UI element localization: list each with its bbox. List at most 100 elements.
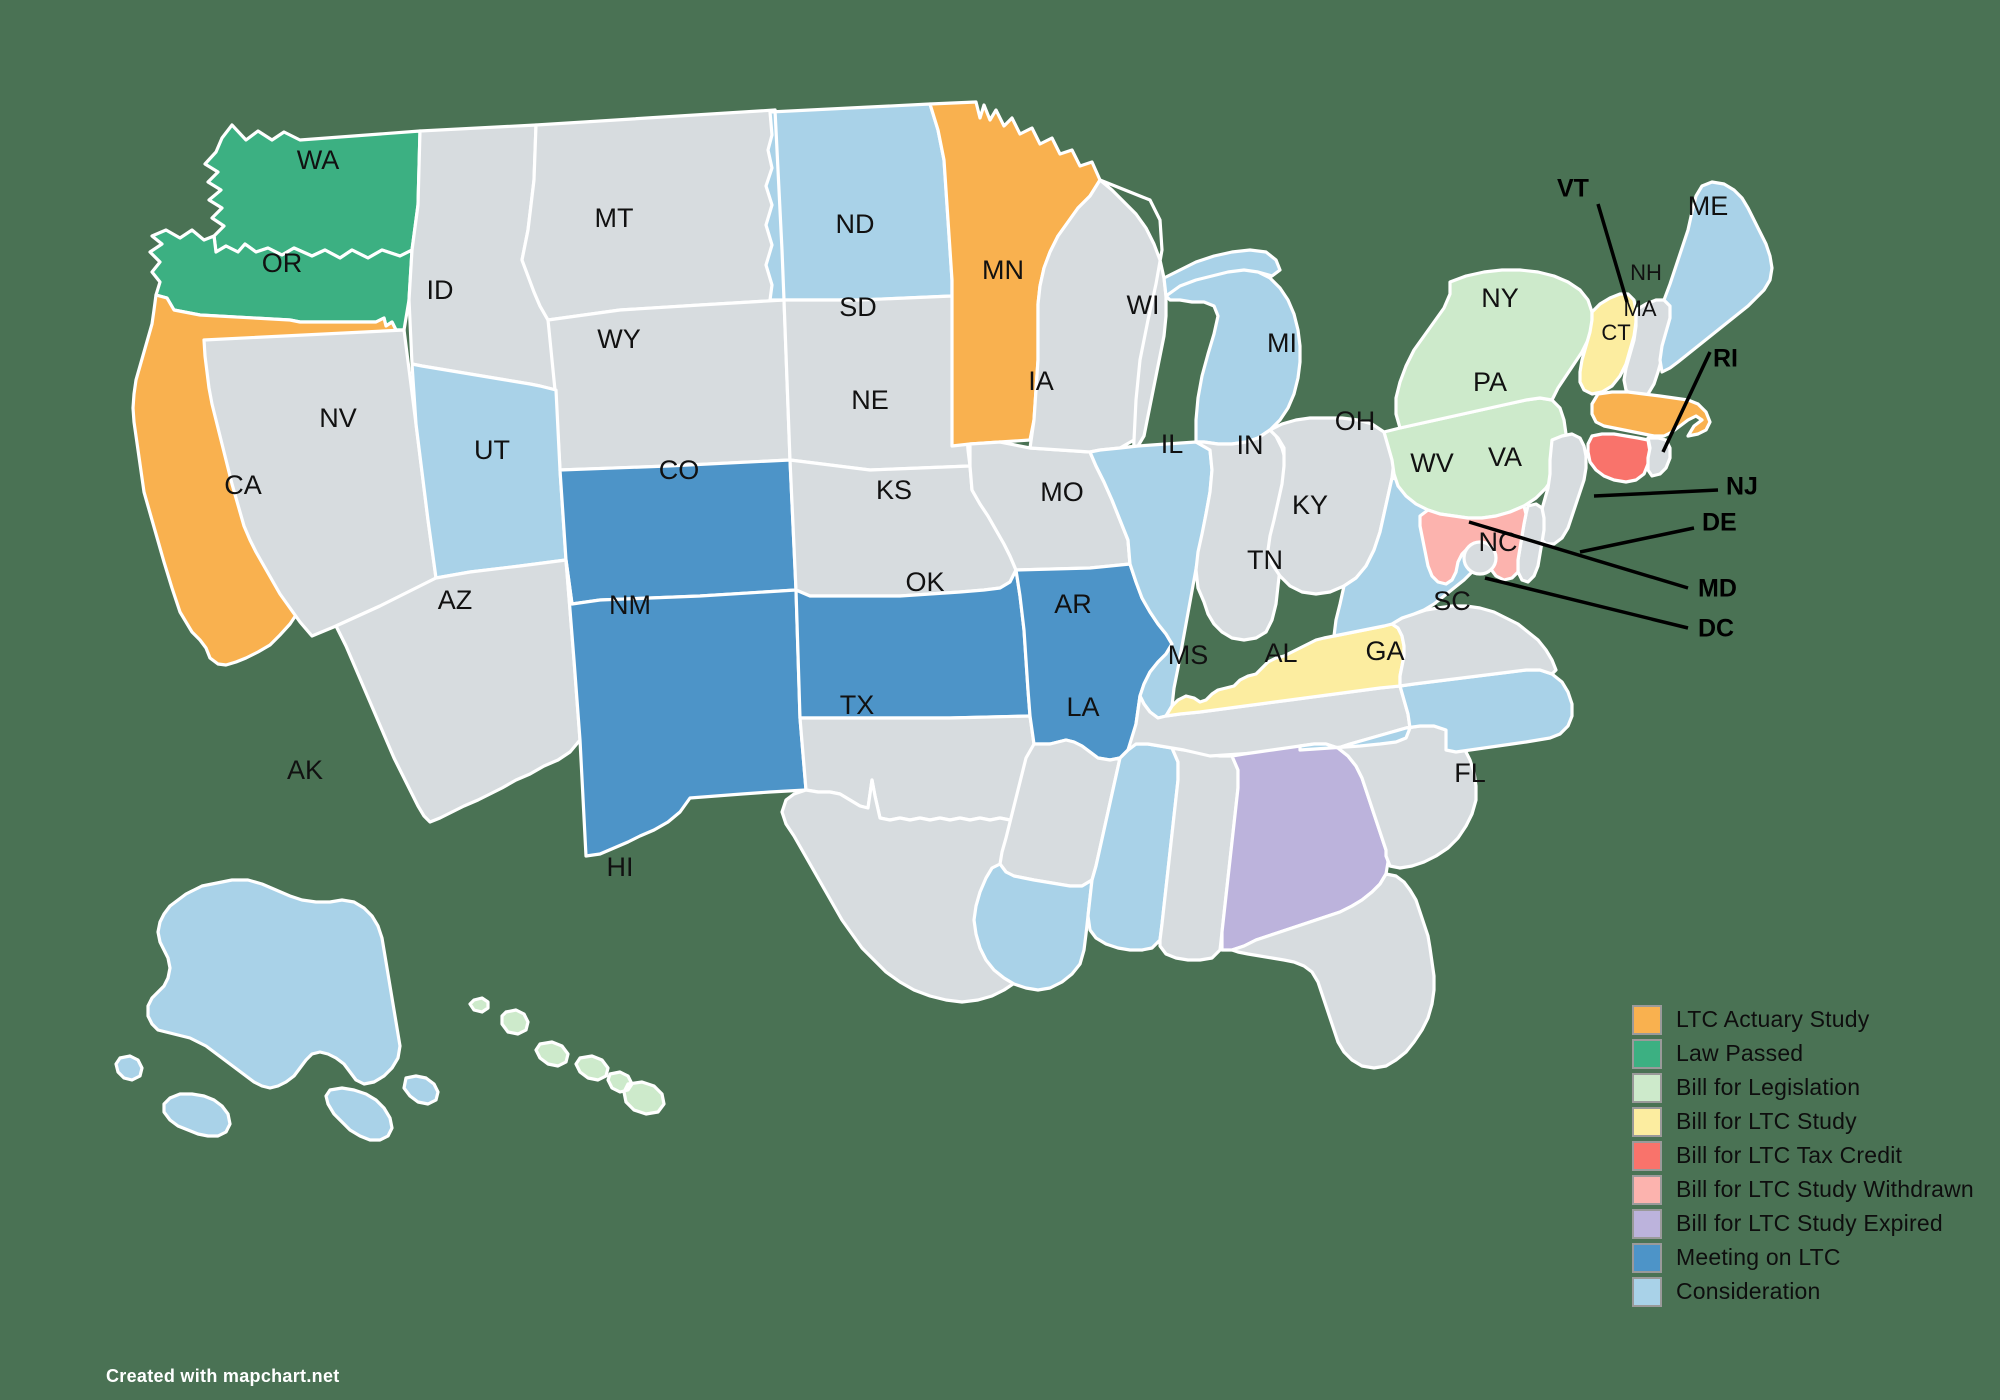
label-FL: FL: [1454, 758, 1486, 788]
label-SD: SD: [839, 292, 877, 322]
legend-swatch-bill_for_ltc_study: [1632, 1106, 1662, 1137]
label-AL: AL: [1264, 638, 1297, 668]
state-NM[interactable]: [564, 558, 808, 858]
state-WY[interactable]: [546, 298, 792, 472]
label-TX: TX: [840, 690, 875, 720]
state-IN[interactable]: [1194, 428, 1290, 642]
label-AK: AK: [287, 755, 323, 785]
callouts-group: VT RI NJ DE MD DC: [1468, 175, 1758, 643]
label-OH: OH: [1335, 406, 1376, 436]
label-SC: SC: [1433, 586, 1471, 616]
legend-label-law_passed: Law Passed: [1676, 1040, 1804, 1066]
legend-item-bill_for_legislation[interactable]: Bill for Legislation: [1632, 1072, 1974, 1103]
label-AZ: AZ: [438, 585, 473, 615]
legend-item-bill_for_ltc_tax_credit[interactable]: Bill for LTC Tax Credit: [1632, 1140, 1974, 1171]
label-CT: CT: [1601, 320, 1630, 345]
legend-swatch-bill_for_ltc_tax_credit: [1632, 1140, 1662, 1171]
callout-line-DE: [1579, 526, 1695, 554]
label-NY: NY: [1481, 283, 1519, 313]
state-HI[interactable]: [468, 996, 666, 1116]
label-HI: HI: [607, 852, 634, 882]
legend-label-ltc_actuary_study: LTC Actuary Study: [1676, 1006, 1870, 1032]
legend-swatch-law_passed: [1632, 1038, 1662, 1069]
label-ID: ID: [427, 275, 454, 305]
state-CT[interactable]: [1586, 432, 1652, 484]
callout-line-RI: [1661, 351, 1712, 453]
label-NH: NH: [1630, 260, 1662, 285]
label-CA: CA: [224, 470, 262, 500]
legend-item-consideration[interactable]: Consideration: [1632, 1276, 1974, 1307]
callout-label-DE: DE: [1702, 509, 1737, 537]
callout-line-VT: [1596, 203, 1629, 303]
callout-label-DC: DC: [1698, 615, 1734, 643]
state-MA[interactable]: [1590, 390, 1712, 438]
legend-swatch-bill_for_ltc_study_expired: [1632, 1208, 1662, 1239]
state-NY[interactable]: [1394, 268, 1594, 430]
legend-swatch-consideration: [1632, 1276, 1662, 1307]
state-VA[interactable]: [1390, 604, 1558, 688]
label-AR: AR: [1054, 589, 1092, 619]
legend-item-meeting_on_ltc[interactable]: Meeting on LTC: [1632, 1242, 1974, 1273]
label-UT: UT: [474, 435, 510, 465]
legend-item-bill_for_ltc_study_withdrawn[interactable]: Bill for LTC Study Withdrawn: [1632, 1174, 1974, 1205]
callout-label-NJ: NJ: [1726, 473, 1758, 501]
legend-label-bill_for_ltc_study: Bill for LTC Study: [1676, 1108, 1857, 1134]
label-OR: OR: [262, 248, 303, 278]
state-ND[interactable]: [764, 102, 954, 302]
label-VA: VA: [1488, 442, 1522, 472]
legend-label-bill_for_ltc_study_withdrawn: Bill for LTC Study Withdrawn: [1676, 1176, 1974, 1202]
watermark: Created with mapchart.net: [106, 1366, 340, 1386]
label-NV: NV: [319, 403, 357, 433]
label-IA: IA: [1028, 366, 1054, 396]
legend-label-meeting_on_ltc: Meeting on LTC: [1676, 1244, 1841, 1270]
state-AK[interactable]: [114, 878, 440, 1142]
label-TN: TN: [1247, 545, 1283, 575]
state-FL[interactable]: [1230, 872, 1436, 1070]
state-NJ[interactable]: [1536, 432, 1588, 546]
label-IN: IN: [1237, 430, 1264, 460]
callout-label-VT: VT: [1557, 175, 1589, 203]
legend-label-bill_for_legislation: Bill for Legislation: [1676, 1074, 1861, 1100]
state-IL[interactable]: [1088, 440, 1214, 720]
label-ND: ND: [836, 209, 875, 239]
legend-item-bill_for_ltc_study[interactable]: Bill for LTC Study: [1632, 1106, 1974, 1137]
legend-item-law_passed[interactable]: Law Passed: [1632, 1038, 1974, 1069]
label-KY: KY: [1292, 490, 1328, 520]
callout-label-RI: RI: [1713, 345, 1738, 373]
legend-item-bill_for_ltc_study_expired[interactable]: Bill for LTC Study Expired: [1632, 1208, 1974, 1239]
legend-label-consideration: Consideration: [1676, 1278, 1821, 1304]
state-AZ[interactable]: [334, 558, 582, 824]
label-CO: CO: [659, 455, 700, 485]
legend-swatch-ltc_actuary_study: [1632, 1004, 1662, 1035]
state-UT[interactable]: [410, 362, 568, 580]
label-LA: LA: [1066, 692, 1099, 722]
state-MT[interactable]: [520, 108, 786, 322]
callout-label-MD: MD: [1698, 575, 1737, 603]
label-ME: ME: [1688, 191, 1729, 221]
callout-line-MD: [1468, 520, 1689, 590]
label-NE: NE: [851, 385, 889, 415]
legend-item-ltc_actuary_study[interactable]: LTC Actuary Study: [1632, 1004, 1974, 1035]
label-IL: IL: [1161, 429, 1184, 459]
state-labels-group: WA OR CA NV ID MT WY UT AZ CO NM ND SD N…: [224, 145, 1728, 882]
legend: LTC Actuary Study Law Passed Bill for Legi…: [1632, 1004, 1974, 1307]
label-KS: KS: [876, 475, 912, 505]
label-OK: OK: [905, 567, 944, 597]
label-WA: WA: [297, 145, 340, 175]
label-WV: WV: [1410, 448, 1454, 478]
label-MN: MN: [982, 255, 1024, 285]
state-SD[interactable]: [782, 294, 972, 472]
states-group: [114, 100, 1774, 1142]
legend-swatch-bill_for_legislation: [1632, 1072, 1662, 1103]
state-LA[interactable]: [972, 862, 1094, 992]
label-NM: NM: [609, 590, 651, 620]
callout-line-DC: [1484, 576, 1689, 630]
label-MO: MO: [1040, 477, 1084, 507]
state-DC[interactable]: [1462, 540, 1498, 576]
label-MS: MS: [1168, 640, 1209, 670]
state-ME[interactable]: [1658, 180, 1774, 374]
legend-swatch-meeting_on_ltc: [1632, 1242, 1662, 1273]
label-WI: WI: [1127, 290, 1160, 320]
label-PA: PA: [1473, 367, 1507, 397]
